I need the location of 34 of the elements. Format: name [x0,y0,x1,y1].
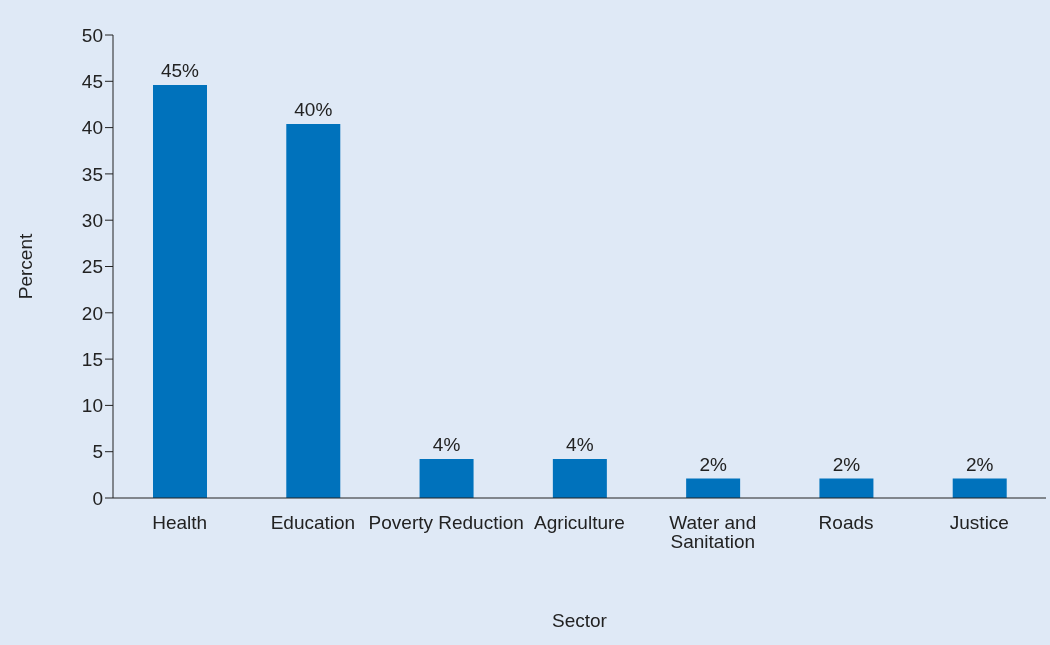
y-tick-label: 30 [81,209,103,231]
y-tick-label: 10 [81,395,103,417]
x-tick-label: Justice [949,512,1009,534]
x-tick-label: Health [152,512,208,534]
y-tick-label: 25 [81,256,103,278]
x-tick-label: Agriculture [534,512,625,534]
data-label: 2% [832,453,861,475]
x-axis-title: Sector [552,610,608,631]
bar [552,459,607,498]
x-tick-label: Roads [818,512,874,534]
y-tick-label: 0 [92,487,103,509]
x-tick-label: Education [270,512,356,534]
bar [153,85,207,498]
data-label: 4% [566,434,594,456]
bar [819,478,874,498]
y-tick-label: 50 [81,24,103,46]
y-tick-label: 5 [92,441,103,463]
data-label: 4% [432,434,461,456]
bar [686,478,741,498]
y-tick-label: 45 [81,71,103,93]
x-tick-label: Poverty Reduction [368,512,524,534]
x-tick-label: Water and Sanitation [669,512,757,553]
bar [419,459,474,498]
data-label: 2% [965,453,994,475]
y-tick-label: 40 [81,117,103,139]
y-tick-label: 15 [81,348,103,370]
data-label: 40% [294,98,333,120]
data-label: 45% [160,60,200,81]
y-tick-label: 20 [81,302,103,324]
data-label: 2% [699,453,727,475]
y-tick-label: 35 [81,163,103,185]
bar [286,123,341,498]
y-axis-title: Percent [14,233,36,300]
bar [952,478,1007,498]
